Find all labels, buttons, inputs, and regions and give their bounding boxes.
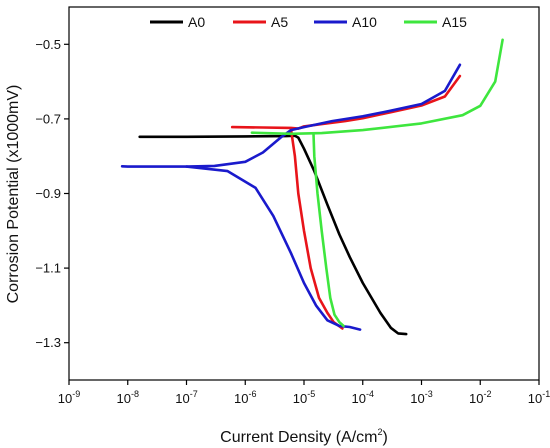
- x-tick-exponent: -1: [542, 389, 550, 399]
- x-tick-base: 10: [175, 391, 189, 406]
- x-tick-base: 10: [234, 391, 248, 406]
- x-tick-exponent: -8: [131, 389, 139, 399]
- y-axis-title: Corrosion Potential (x1000mV): [5, 85, 22, 304]
- legend-label-a0: A0: [188, 14, 205, 30]
- series-layer: [120, 38, 504, 336]
- x-tick-label: 10-1: [528, 389, 550, 406]
- x-axis-title-close: ): [383, 429, 388, 446]
- x-tick-label: 10-9: [58, 389, 80, 406]
- series-line-a15-6: [312, 132, 345, 328]
- x-tick-label: 10-3: [410, 389, 432, 406]
- series-line-a10-3: [120, 63, 462, 168]
- x-axis-title-sup: 2: [378, 427, 383, 437]
- series-line-a5-2: [289, 128, 344, 330]
- legend-label-a10: A10: [352, 14, 377, 30]
- x-tick-base: 10: [410, 391, 424, 406]
- x-tick-label: 10-7: [175, 389, 197, 406]
- series-line-a10-4: [185, 165, 362, 331]
- x-tick-label: 10-4: [352, 389, 374, 406]
- x-tick-exponent: -9: [72, 389, 80, 399]
- x-tick-base: 10: [528, 391, 542, 406]
- legend: A0 A5 A10 A15: [150, 14, 467, 30]
- x-tick-base: 10: [58, 391, 72, 406]
- legend-label-a5: A5: [271, 14, 288, 30]
- x-tick-label: 10-8: [117, 389, 139, 406]
- x-tick-exponent: -2: [483, 389, 491, 399]
- x-tick-base: 10: [117, 391, 131, 406]
- x-axis-title-main: Current Density (A/cm: [220, 429, 377, 446]
- x-tick-base: 10: [469, 391, 483, 406]
- y-tick-label: −0.7: [35, 111, 61, 126]
- x-tick-base: 10: [352, 391, 366, 406]
- x-axis-title: Current Density (A/cm2): [220, 427, 388, 446]
- y-tick-label: −1.1: [35, 261, 61, 276]
- ticks-layer: 10-9 10-8 10-7 10-6 10-5 10-4 10-3 10-2 10-1−0.5…: [35, 37, 550, 406]
- x-tick-label: 10-2: [469, 389, 491, 406]
- x-tick-exponent: -4: [366, 389, 374, 399]
- y-tick-label: −0.5: [35, 37, 61, 52]
- plot-frame: [68, 6, 540, 381]
- x-tick-label: 10-6: [234, 389, 256, 406]
- legend-label-a15: A15: [442, 14, 467, 30]
- x-tick-exponent: -5: [307, 389, 315, 399]
- x-tick-exponent: -6: [248, 389, 256, 399]
- x-tick-exponent: -3: [425, 389, 433, 399]
- series-line-a0-0: [138, 134, 408, 336]
- x-tick-label: 10-5: [293, 389, 315, 406]
- y-tick-label: −1.3: [35, 335, 61, 350]
- series-line-a5-1: [230, 74, 462, 130]
- series-line-a15-5: [250, 38, 504, 136]
- x-tick-base: 10: [293, 391, 307, 406]
- x-tick-exponent: -7: [190, 389, 198, 399]
- y-tick-label: −0.9: [35, 186, 61, 201]
